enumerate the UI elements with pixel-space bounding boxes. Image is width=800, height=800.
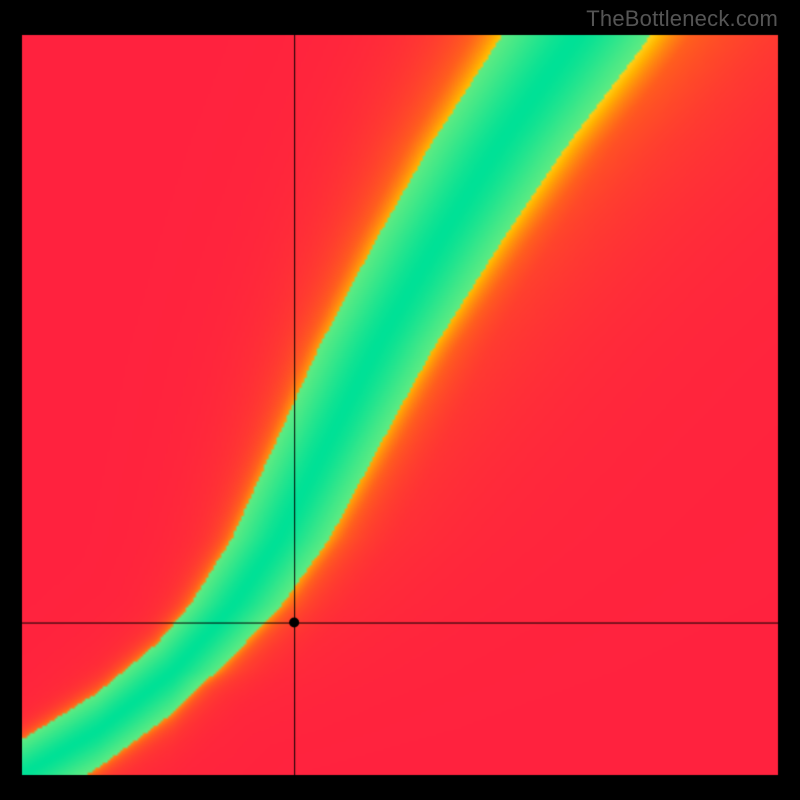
chart-container: TheBottleneck.com xyxy=(0,0,800,800)
bottleneck-heatmap xyxy=(0,0,800,800)
watermark-text: TheBottleneck.com xyxy=(586,6,778,32)
